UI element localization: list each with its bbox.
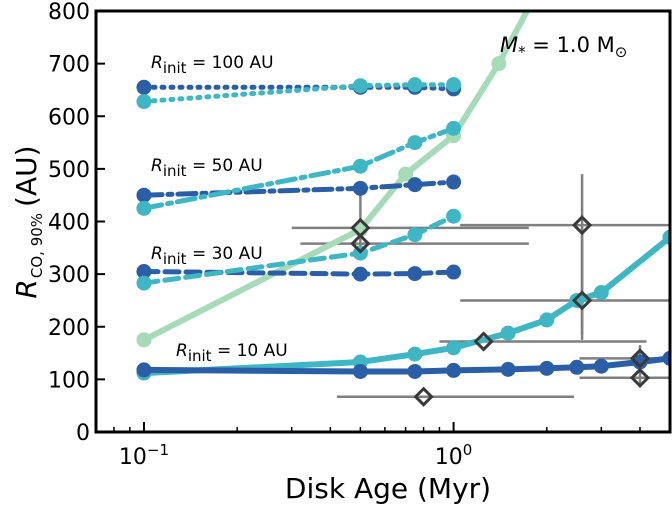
group-label-50: Rinit = 50 AU — [151, 156, 263, 180]
series-line-2 — [141, 82, 457, 104]
series-8-point-2 — [407, 363, 423, 379]
series-7-point-3 — [446, 340, 462, 356]
series-4-point-0 — [136, 200, 152, 216]
series-line-4 — [141, 125, 457, 211]
series-7-point-5 — [539, 312, 555, 328]
series-7-point-6 — [569, 292, 585, 308]
series-8-point-1 — [352, 363, 368, 379]
series-line-5 — [141, 269, 457, 277]
x-axis-label: Disk Age (Myr) — [285, 472, 491, 505]
series-8-point-9 — [662, 350, 670, 366]
y-tick-label-5: 500 — [48, 158, 90, 183]
series-line-6 — [141, 213, 457, 286]
series-2-point-0 — [136, 94, 152, 110]
series-8-point-8 — [632, 354, 648, 370]
series-8-point-7 — [593, 358, 609, 374]
y-axis-label: RCO, 90%(AU) — [10, 145, 46, 298]
series-8-point-4 — [500, 361, 516, 377]
group-label-30: Rinit = 30 AU — [151, 244, 263, 268]
series-3-point-1 — [352, 180, 368, 196]
series-4-point-2 — [407, 135, 423, 151]
series-8-point-0 — [136, 362, 152, 378]
series-5-point-3 — [446, 264, 462, 280]
series-8-point-5 — [539, 360, 555, 376]
series-8-point-6 — [569, 359, 585, 375]
series-2-point-1 — [352, 78, 368, 94]
series-3-point-3 — [446, 174, 462, 190]
obs-marker-6 — [629, 348, 651, 369]
obs-marker-2 — [413, 386, 434, 407]
obs-marker-5 — [571, 290, 593, 311]
y-tick-label-8: 800 — [48, 0, 90, 25]
series-5-point-2 — [407, 266, 423, 282]
y-tick-label-7: 700 — [48, 53, 90, 78]
series-6-point-0 — [136, 275, 152, 291]
series-1-point-0 — [136, 79, 152, 95]
series-line-8 — [141, 355, 670, 375]
series-8-point-3 — [446, 362, 462, 378]
series-7-point-2 — [407, 346, 423, 362]
y-tick-label-0: 0 — [76, 421, 90, 446]
series-7-point-8 — [662, 229, 670, 245]
mass-annotation: M* = 1.0 M⊙ — [500, 33, 627, 61]
series-6-point-3 — [446, 208, 462, 224]
obs-marker-3 — [473, 331, 494, 352]
series-0-point-0 — [136, 332, 152, 348]
obs-marker-1 — [350, 233, 371, 254]
series-5-point-1 — [352, 266, 368, 282]
y-tick-label-1: 100 — [48, 368, 90, 393]
obs-marker-4 — [571, 215, 593, 236]
series-line-0 — [141, 11, 531, 343]
series-4-point-1 — [352, 158, 368, 174]
y-tick-label-3: 300 — [48, 263, 90, 288]
series-layer — [136, 0, 670, 381]
x-tick-label-1: 100 — [435, 441, 473, 470]
series-6-point-2 — [407, 227, 423, 243]
group-label-100: Rinit = 100 AU — [151, 53, 274, 77]
series-4-point-3 — [446, 120, 462, 136]
series-3-point-0 — [136, 187, 152, 203]
group-label-10: Rinit = 10 AU — [176, 341, 288, 365]
series-3-point-2 — [407, 177, 423, 193]
tick-layer: 0 100 200 300 400 500 600 700 800 10−1 100 — [48, 0, 671, 470]
series-2-point-2 — [407, 77, 423, 93]
series-0-point-2 — [398, 166, 414, 182]
obs-marker-7 — [629, 367, 651, 388]
series-7-point-7 — [593, 285, 609, 301]
y-tick-label-6: 600 — [48, 105, 90, 130]
series-line-3 — [141, 179, 457, 198]
series-0-point-5 — [525, 0, 540, 8]
obs-markers-layer — [350, 215, 651, 407]
series-7-point-4 — [500, 325, 516, 341]
series-0-point-4 — [491, 56, 507, 72]
y-tick-label-4: 400 — [48, 211, 90, 236]
series-2-point-3 — [446, 77, 462, 93]
series-5-point-0 — [136, 263, 152, 279]
x-tick-label-0: 10−1 — [119, 441, 169, 470]
y-tick-label-2: 200 — [48, 316, 90, 341]
